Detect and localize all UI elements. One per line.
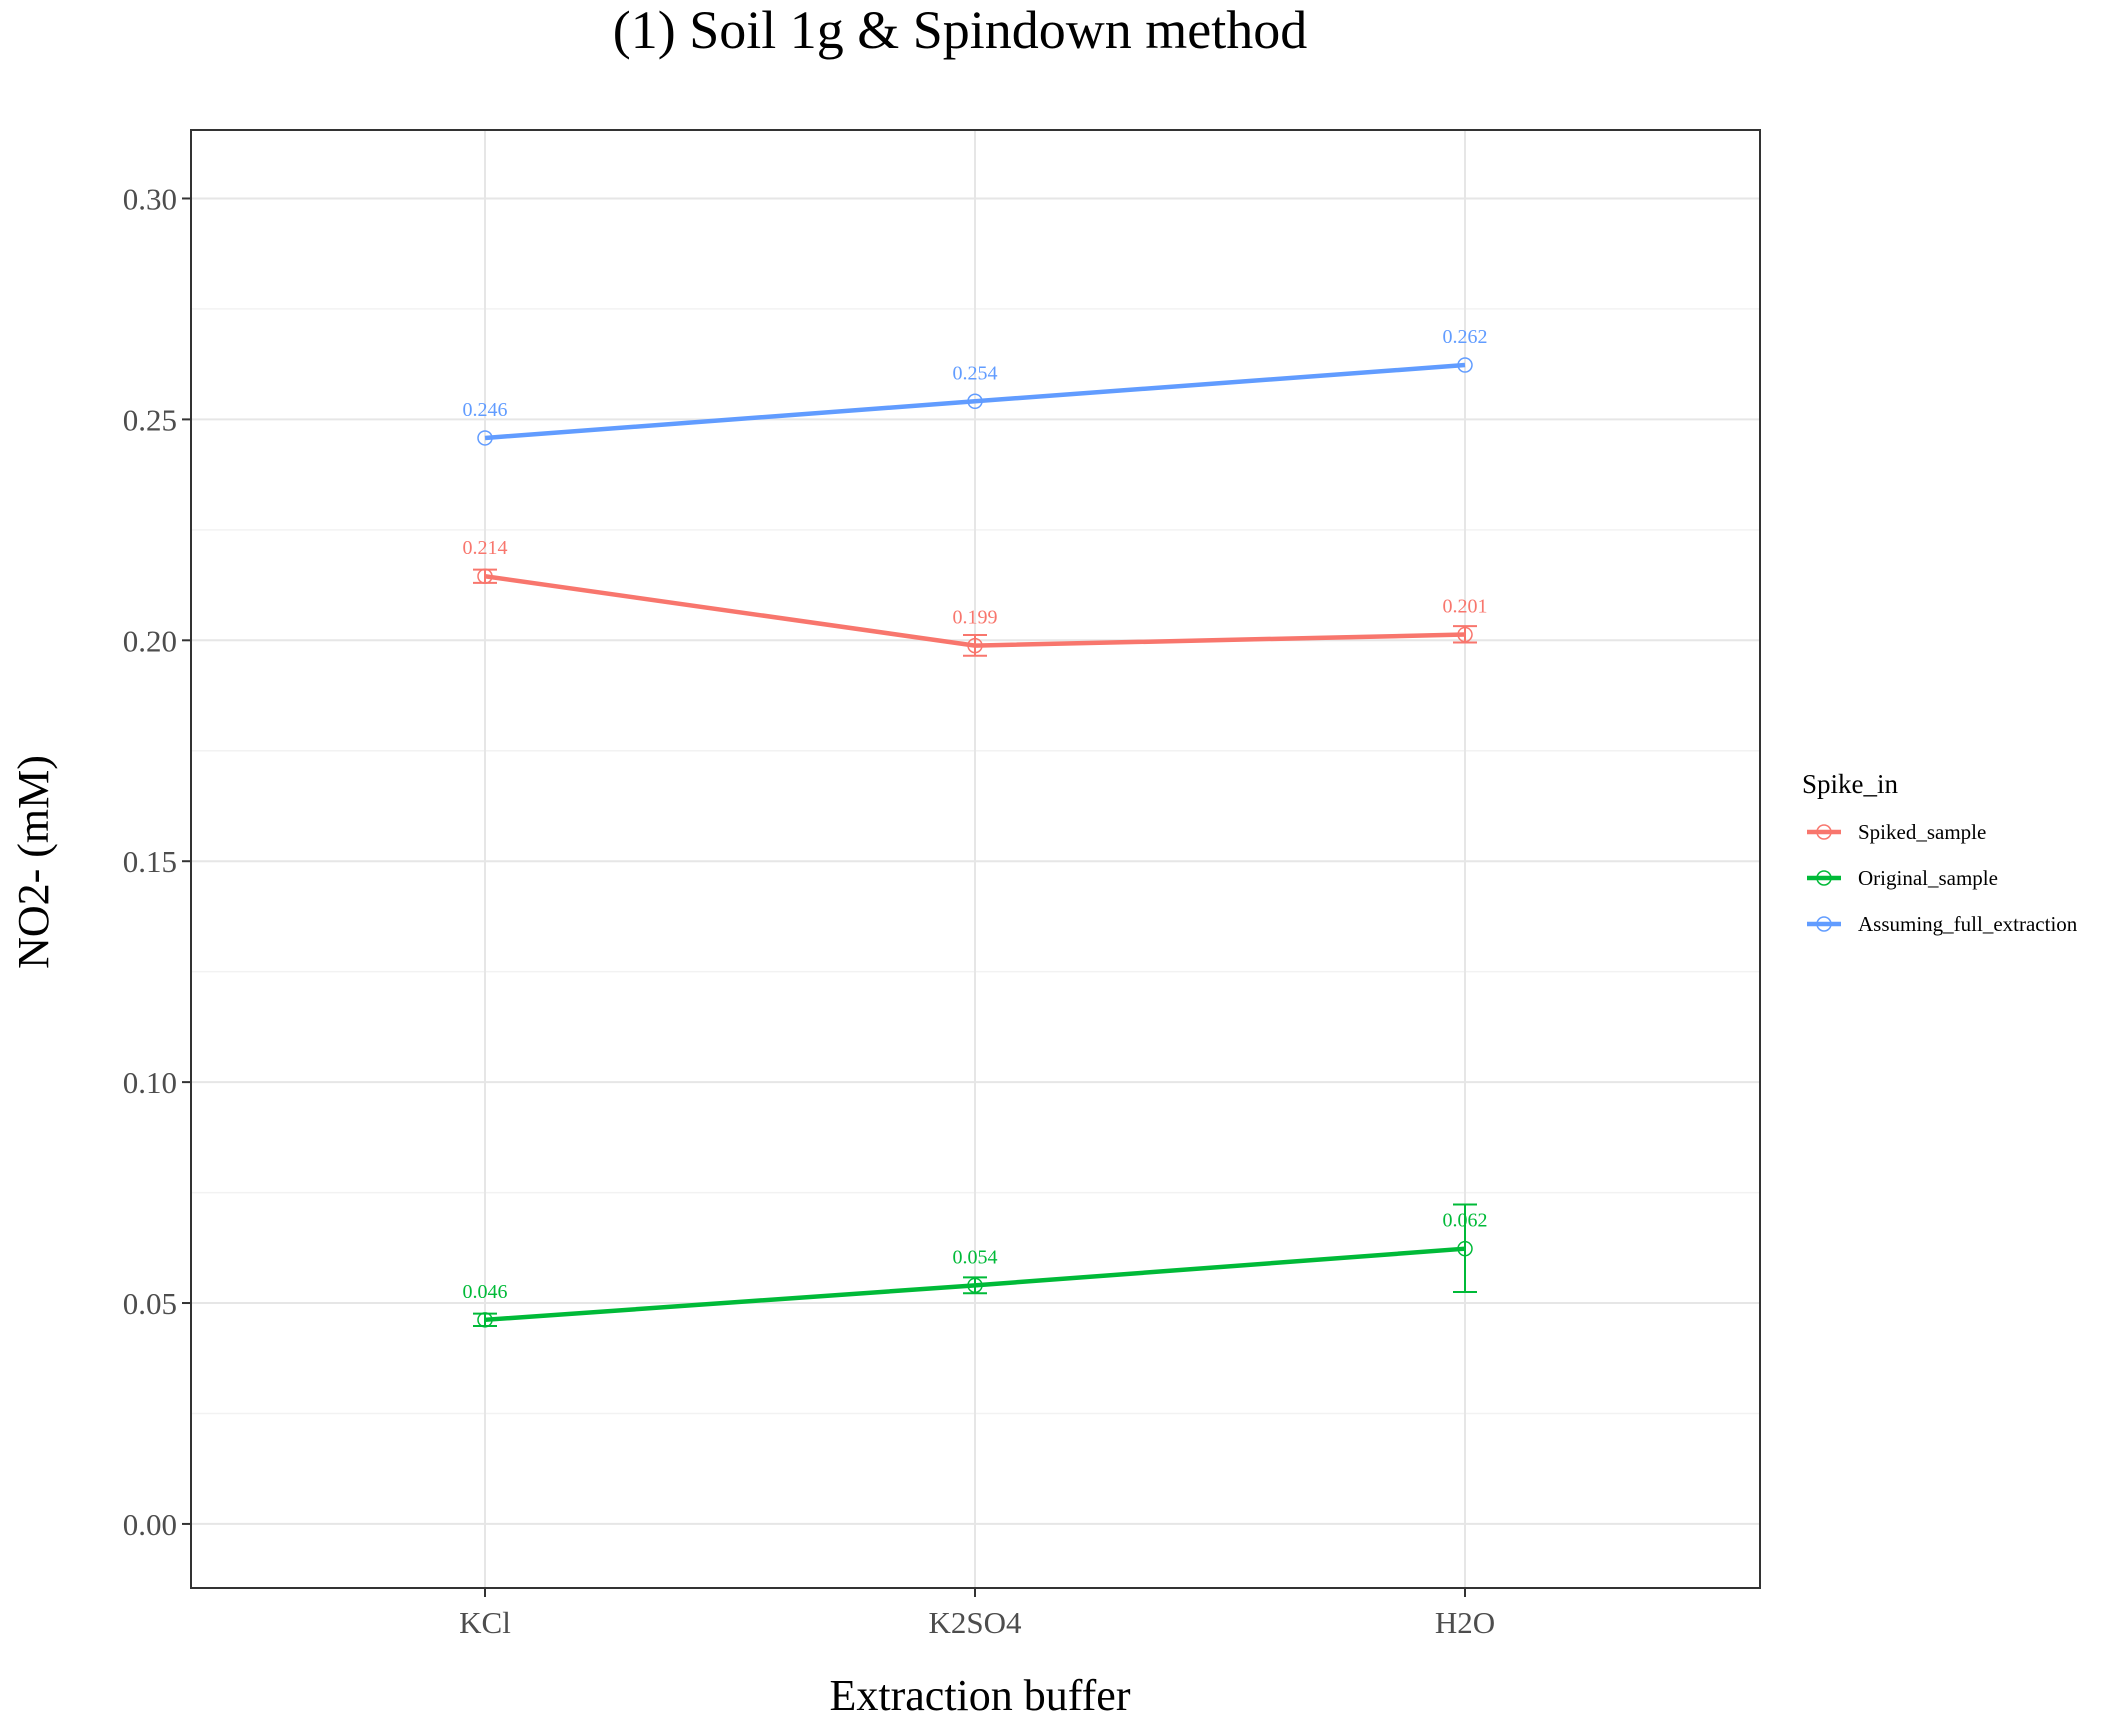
data-point: [477, 430, 493, 446]
plot-area: 0.00 0.05 0.10 0.15 0.20 0.25 0.30 KCl K2SO4 H2O 0…: [123, 129, 1761, 1640]
data-label: 0.054: [953, 1246, 998, 1268]
series-line: [484, 362, 1466, 441]
x-axis-title: Extraction buffer: [830, 1671, 1131, 1720]
y-tick-label: 0.05: [123, 1286, 177, 1321]
data-point: [967, 393, 983, 410]
x-tick-label: H2O: [1435, 1605, 1495, 1640]
y-tick-label: 0.30: [123, 181, 177, 216]
y-axis-title: NO2- (mM): [9, 755, 58, 969]
data-label: 0.262: [1443, 326, 1488, 348]
legend-label: Spiked_sample: [1858, 820, 1986, 844]
data-label: 0.246: [463, 399, 508, 421]
legend-label: Original_sample: [1858, 866, 1998, 890]
y-tick-label: 0.25: [123, 402, 177, 437]
y-tick-label: 0.15: [123, 844, 177, 879]
data-label: 0.214: [463, 537, 508, 559]
legend-key-point: [1816, 870, 1832, 886]
data-label: 0.199: [953, 607, 998, 629]
chart-title: (1) Soil 1g & Spindown method: [613, 0, 1308, 60]
legend-label: Assuming_full_extraction: [1858, 912, 2078, 936]
data-point: [1457, 626, 1473, 643]
legend-title: Spike_in: [1802, 769, 1899, 799]
data-label: 0.062: [1443, 1210, 1488, 1232]
data-point: [1457, 357, 1473, 373]
data-label: 0.046: [463, 1281, 508, 1303]
legend-key-point: [1816, 916, 1832, 932]
data-label: 0.201: [1443, 596, 1488, 618]
data-point: [477, 568, 493, 584]
y-tick-label: 0.00: [123, 1507, 177, 1542]
data-point: [477, 1312, 493, 1328]
data-point: [1457, 1240, 1473, 1257]
x-tick-label: KCl: [459, 1605, 511, 1640]
data-point: [967, 637, 983, 654]
data-label: 0.254: [953, 362, 998, 384]
legend-key-point: [1816, 824, 1832, 840]
legend: Spike_in Spiked_sample Original_sample Ass…: [1802, 769, 2078, 936]
y-tick-label: 0.20: [123, 623, 177, 658]
x-tick-label: K2SO4: [928, 1605, 1022, 1640]
y-tick-label: 0.10: [123, 1065, 177, 1100]
data-point: [967, 1277, 983, 1294]
